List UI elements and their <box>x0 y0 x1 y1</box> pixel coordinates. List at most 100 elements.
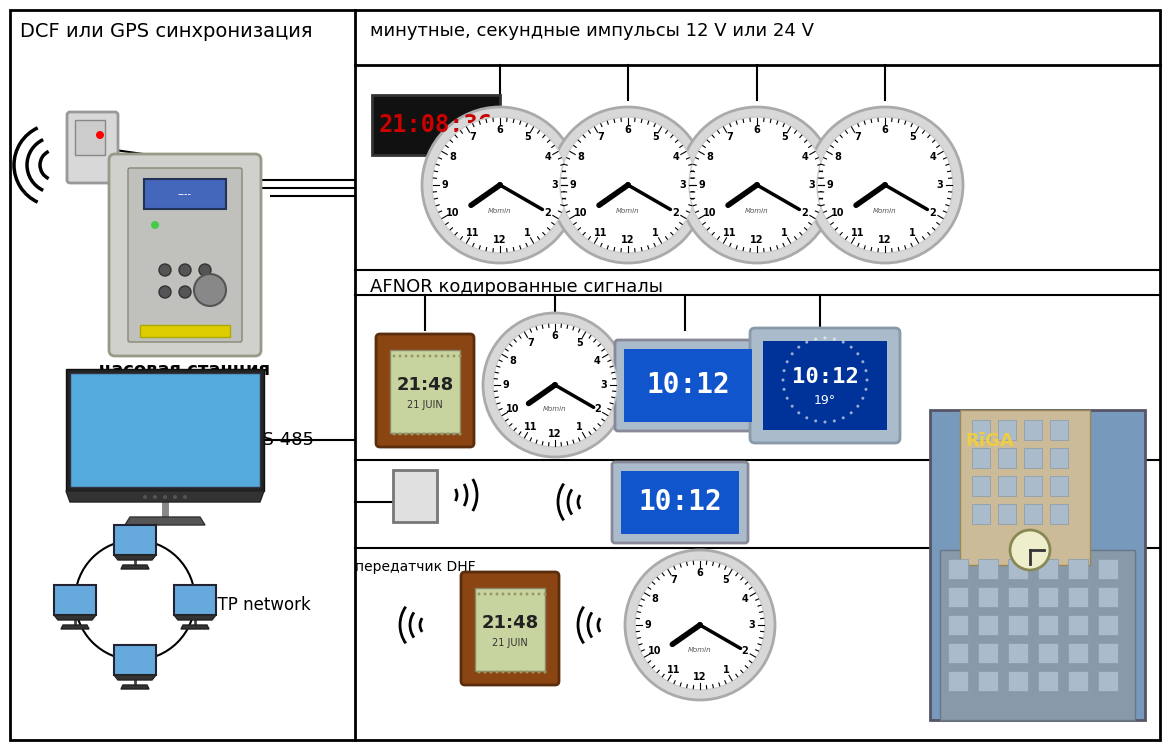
Text: 5: 5 <box>576 338 583 347</box>
FancyBboxPatch shape <box>612 462 748 543</box>
Circle shape <box>194 274 226 306</box>
Text: 12: 12 <box>694 672 707 682</box>
Text: 1: 1 <box>652 228 659 238</box>
Text: 5: 5 <box>524 132 531 142</box>
Circle shape <box>489 670 493 674</box>
Circle shape <box>856 405 859 408</box>
Text: 7: 7 <box>670 575 677 585</box>
Circle shape <box>814 419 817 422</box>
Polygon shape <box>972 420 990 440</box>
Text: 1: 1 <box>524 228 531 238</box>
Text: 4: 4 <box>801 152 808 163</box>
Circle shape <box>199 264 211 276</box>
Circle shape <box>861 397 865 400</box>
Circle shape <box>514 592 516 596</box>
Polygon shape <box>978 586 998 607</box>
Text: 6: 6 <box>696 568 703 578</box>
Circle shape <box>552 382 558 388</box>
Circle shape <box>405 355 407 358</box>
Polygon shape <box>1038 670 1058 691</box>
Polygon shape <box>1009 586 1028 607</box>
Circle shape <box>163 495 167 499</box>
Text: 8: 8 <box>706 152 713 163</box>
Text: AFNOR кодированные сигналы: AFNOR кодированные сигналы <box>370 278 663 296</box>
Circle shape <box>865 369 867 372</box>
Polygon shape <box>1068 670 1088 691</box>
Text: 7: 7 <box>528 338 534 347</box>
Polygon shape <box>972 476 990 496</box>
Circle shape <box>179 264 191 276</box>
Polygon shape <box>61 625 89 629</box>
Text: 4: 4 <box>742 594 749 604</box>
Polygon shape <box>125 517 205 525</box>
Polygon shape <box>1097 643 1119 663</box>
Text: 12: 12 <box>494 235 507 245</box>
Circle shape <box>544 592 546 596</box>
Polygon shape <box>121 565 149 569</box>
Text: 10:12: 10:12 <box>792 367 859 387</box>
Text: 12: 12 <box>879 235 892 245</box>
Text: 2: 2 <box>929 208 936 218</box>
Text: 1: 1 <box>723 665 729 675</box>
Circle shape <box>428 433 432 436</box>
Text: 21 JUIN: 21 JUIN <box>493 638 528 648</box>
Circle shape <box>493 323 617 447</box>
Text: 3: 3 <box>600 380 607 390</box>
Circle shape <box>453 355 455 358</box>
Text: NTP network: NTP network <box>205 596 311 614</box>
Circle shape <box>422 355 426 358</box>
Circle shape <box>440 355 443 358</box>
Polygon shape <box>1097 615 1119 634</box>
Circle shape <box>531 670 535 674</box>
Text: 11: 11 <box>466 228 480 238</box>
Polygon shape <box>1009 670 1028 691</box>
Circle shape <box>814 338 817 340</box>
Circle shape <box>783 369 785 372</box>
Circle shape <box>786 397 789 400</box>
Text: 21:48: 21:48 <box>481 614 538 632</box>
Text: Momin: Momin <box>617 208 640 214</box>
Polygon shape <box>113 675 156 680</box>
Circle shape <box>866 379 868 382</box>
Text: 5: 5 <box>909 132 916 142</box>
Text: 21:08:36: 21:08:36 <box>379 113 493 137</box>
Circle shape <box>477 670 481 674</box>
Circle shape <box>791 405 793 408</box>
Text: 3: 3 <box>937 180 943 190</box>
Circle shape <box>183 495 187 499</box>
Circle shape <box>199 286 211 298</box>
Polygon shape <box>978 670 998 691</box>
Circle shape <box>525 592 529 596</box>
Polygon shape <box>1097 586 1119 607</box>
Polygon shape <box>70 373 260 487</box>
Circle shape <box>865 388 867 391</box>
Polygon shape <box>948 643 968 663</box>
Polygon shape <box>948 586 968 607</box>
Text: 11: 11 <box>723 228 736 238</box>
Polygon shape <box>113 645 156 675</box>
Circle shape <box>560 117 696 253</box>
Text: 2: 2 <box>594 404 601 415</box>
Circle shape <box>434 355 438 358</box>
Text: 10: 10 <box>831 208 844 218</box>
Circle shape <box>833 419 835 422</box>
Circle shape <box>514 670 516 674</box>
Text: 21:48: 21:48 <box>397 376 454 394</box>
Text: 9: 9 <box>570 180 577 190</box>
Text: 6: 6 <box>625 125 632 135</box>
Circle shape <box>508 592 510 596</box>
Circle shape <box>392 355 395 358</box>
Circle shape <box>497 182 503 188</box>
Circle shape <box>422 107 578 263</box>
Polygon shape <box>113 555 156 560</box>
Circle shape <box>519 592 523 596</box>
FancyBboxPatch shape <box>461 572 559 685</box>
Circle shape <box>817 117 954 253</box>
Polygon shape <box>1024 476 1042 496</box>
Text: 12: 12 <box>621 235 635 245</box>
Text: RīGA: RīGA <box>965 432 1014 450</box>
Polygon shape <box>1049 448 1068 468</box>
Text: передатчик DHF: передатчик DHF <box>355 560 475 574</box>
Text: 10: 10 <box>703 208 716 218</box>
Text: 10: 10 <box>505 404 519 415</box>
